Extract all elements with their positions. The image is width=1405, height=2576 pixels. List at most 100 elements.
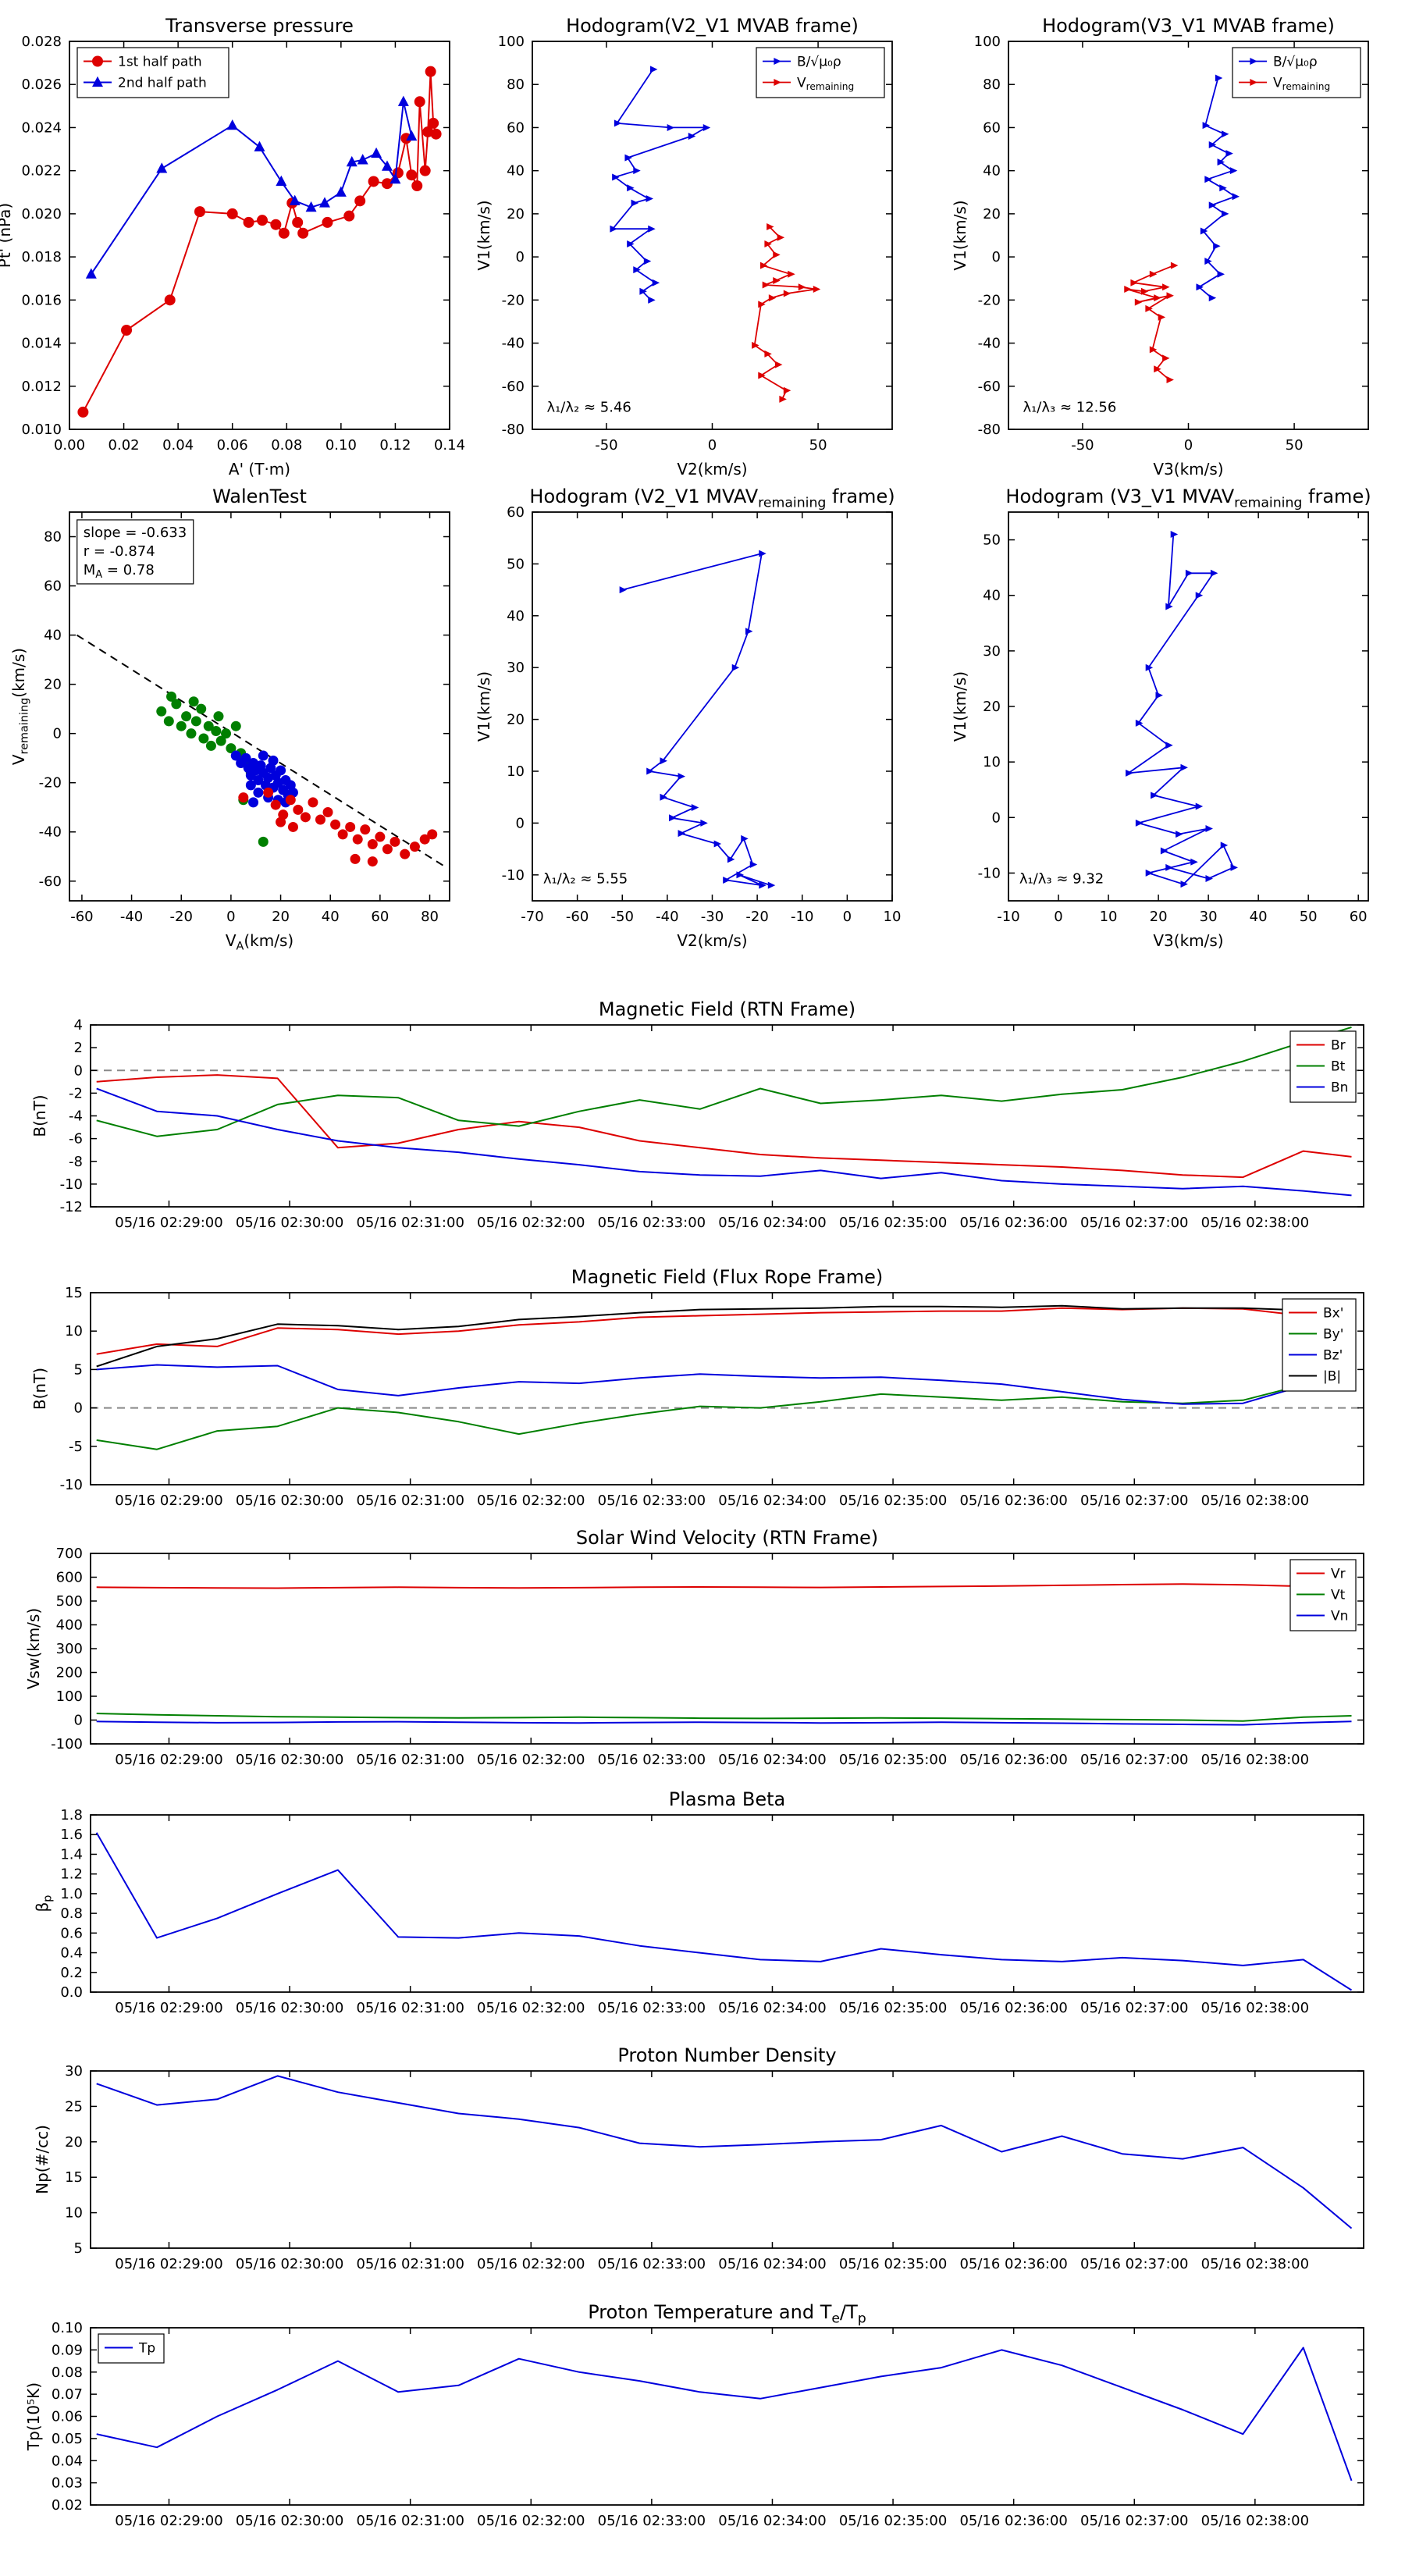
svg-text:Vr: Vr [1331, 1567, 1346, 1582]
svg-text:0.10: 0.10 [325, 437, 357, 454]
svg-text:B(nT): B(nT) [30, 1368, 49, 1410]
svg-text:05/16 02:35:00: 05/16 02:35:00 [839, 2000, 947, 2016]
svg-text:10: 10 [507, 763, 525, 780]
svg-text:60: 60 [507, 119, 525, 136]
svg-text:40: 40 [983, 163, 1001, 180]
svg-text:20: 20 [1150, 909, 1168, 925]
annotation: λ₁/λ₂ ≈ 5.46 [546, 400, 631, 416]
svg-text:Bz': Bz' [1323, 1348, 1343, 1364]
svg-text:Hodogram (V2_V1 MVAVremaining: Hodogram (V2_V1 MVAVremaining frame) [529, 486, 895, 511]
chart-magnetic-field-fluxrope: 05/16 02:29:00 05/16 02:30:00 05/16 02:31:… [30, 1266, 1364, 1509]
svg-text:B/√μ₀ρ: B/√μ₀ρ [1273, 55, 1318, 70]
svg-text:05/16 02:35:00: 05/16 02:35:00 [839, 2256, 947, 2272]
svg-text:0.06: 0.06 [217, 437, 248, 454]
svg-text:-70: -70 [521, 909, 543, 925]
svg-text:05/16 02:37:00: 05/16 02:37:00 [1080, 2256, 1188, 2272]
chart-hodogram-v3v1-mvab: -50 0 50 -80 -60 -40 -20 0 20 40 60 80 100 Hodogram(V… [951, 15, 1369, 479]
svg-text:-10: -10 [997, 909, 1019, 925]
svg-text:-40: -40 [656, 909, 678, 925]
svg-text:05/16 02:37:00: 05/16 02:37:00 [1080, 2000, 1188, 2016]
svg-text:0.4: 0.4 [60, 1945, 83, 1962]
svg-text:40: 40 [44, 628, 62, 644]
plot-area [1124, 74, 1240, 383]
svg-text:-8: -8 [69, 1154, 83, 1170]
annotation: λ₁/λ₃ ≈ 9.32 [1019, 871, 1104, 888]
svg-text:05/16 02:37:00: 05/16 02:37:00 [1080, 1493, 1188, 1509]
svg-text:-50: -50 [595, 437, 617, 454]
svg-text:10: 10 [1100, 909, 1118, 925]
svg-text:05/16 02:37:00: 05/16 02:37:00 [1080, 2513, 1188, 2529]
svg-text:A' (T·m): A' (T·m) [229, 460, 290, 479]
svg-text:-80: -80 [502, 422, 525, 438]
svg-text:200: 200 [56, 1665, 83, 1681]
svg-text:15: 15 [65, 2169, 83, 2186]
svg-text:05/16 02:29:00: 05/16 02:29:00 [115, 1493, 222, 1509]
svg-text:V2(km/s): V2(km/s) [677, 931, 747, 950]
svg-text:Vremaining: Vremaining [1273, 76, 1330, 93]
svg-text:5: 5 [74, 1361, 83, 1378]
svg-text:r = -0.874: r = -0.874 [84, 543, 155, 560]
svg-text:-50: -50 [611, 909, 634, 925]
svg-text:Np(#/cc): Np(#/cc) [33, 2125, 52, 2194]
svg-text:30: 30 [983, 643, 1001, 660]
chart-proton-number-density: 05/16 02:29:00 05/16 02:30:00 05/16 02:31:… [33, 2044, 1364, 2272]
svg-text:80: 80 [983, 76, 1001, 93]
svg-text:50: 50 [1286, 437, 1304, 454]
svg-text:λ₁/λ₂ ≈ 5.55: λ₁/λ₂ ≈ 5.55 [543, 871, 628, 888]
svg-text:-40: -40 [120, 909, 143, 925]
svg-text:40: 40 [507, 608, 525, 624]
svg-text:05/16 02:35:00: 05/16 02:35:00 [839, 1493, 947, 1509]
annotation: λ₁/λ₃ ≈ 12.56 [1023, 400, 1116, 416]
svg-text:0.02: 0.02 [108, 437, 140, 454]
svg-text:-10: -10 [60, 1477, 83, 1493]
plot-area [610, 66, 821, 403]
svg-text:Tp: Tp [138, 2341, 155, 2357]
svg-text:-5: -5 [69, 1439, 83, 1455]
svg-text:40: 40 [507, 163, 525, 180]
svg-text:05/16 02:30:00: 05/16 02:30:00 [236, 1752, 343, 1768]
svg-text:05/16 02:37:00: 05/16 02:37:00 [1080, 1752, 1188, 1768]
svg-text:1.6: 1.6 [60, 1827, 83, 1843]
svg-text:0: 0 [74, 1713, 83, 1729]
svg-text:0.06: 0.06 [52, 2409, 83, 2425]
svg-text:05/16 02:33:00: 05/16 02:33:00 [598, 1215, 706, 1231]
svg-text:100: 100 [56, 1688, 83, 1705]
svg-text:05/16 02:38:00: 05/16 02:38:00 [1201, 2256, 1309, 2272]
svg-text:1.4: 1.4 [60, 1846, 83, 1863]
svg-text:0.10: 0.10 [52, 2320, 83, 2336]
svg-text:0.07: 0.07 [52, 2386, 83, 2403]
svg-text:50: 50 [809, 437, 827, 454]
svg-text:λ₁/λ₂ ≈ 5.46: λ₁/λ₂ ≈ 5.46 [546, 400, 631, 416]
annotation: slope = -0.633 r = -0.874 MA = 0.78 [76, 519, 194, 585]
svg-text:-40: -40 [978, 336, 1001, 352]
svg-text:By': By' [1323, 1327, 1343, 1343]
chart-hodogram-v2v1-mvav: -70 -60 -50 -40 -30 -20 -10 0 10 -10 0 10 20 30 40 50 60… [475, 486, 901, 950]
svg-text:05/16 02:34:00: 05/16 02:34:00 [718, 1215, 826, 1231]
svg-text:0.018: 0.018 [21, 249, 62, 265]
svg-text:80: 80 [421, 909, 439, 925]
svg-text:-4: -4 [69, 1108, 83, 1125]
svg-text:Proton Number Density: Proton Number Density [617, 2044, 836, 2066]
plot-area [95, 1832, 1353, 1991]
svg-text:05/16 02:37:00: 05/16 02:37:00 [1080, 1215, 1188, 1231]
chart-solar-wind-velocity: 05/16 02:29:00 05/16 02:30:00 05/16 02:31:… [24, 1527, 1364, 1768]
svg-text:0: 0 [1184, 437, 1193, 454]
svg-text:20: 20 [272, 909, 290, 925]
svg-text:0.016: 0.016 [21, 292, 62, 308]
svg-text:Vremaining(km/s): Vremaining(km/s) [9, 648, 30, 765]
svg-text:05/16 02:30:00: 05/16 02:30:00 [236, 2256, 343, 2272]
legend: Bx' By' Bz' |B| [1282, 1298, 1357, 1392]
svg-text:0.03: 0.03 [52, 2475, 83, 2492]
svg-text:slope = -0.633: slope = -0.633 [84, 525, 187, 541]
svg-text:05/16 02:31:00: 05/16 02:31:00 [356, 2256, 464, 2272]
svg-text:λ₁/λ₃ ≈ 12.56: λ₁/λ₃ ≈ 12.56 [1023, 400, 1116, 416]
svg-text:B/√μ₀ρ: B/√μ₀ρ [797, 55, 841, 70]
svg-text:50: 50 [1300, 909, 1318, 925]
svg-text:λ₁/λ₃ ≈ 9.32: λ₁/λ₃ ≈ 9.32 [1019, 871, 1104, 888]
svg-text:Plasma Beta: Plasma Beta [669, 1788, 785, 1810]
svg-text:Magnetic Field (RTN Frame): Magnetic Field (RTN Frame) [599, 998, 855, 1020]
svg-text:-12: -12 [60, 1199, 83, 1215]
svg-text:05/16 02:30:00: 05/16 02:30:00 [236, 2513, 343, 2529]
svg-text:-20: -20 [39, 775, 62, 792]
